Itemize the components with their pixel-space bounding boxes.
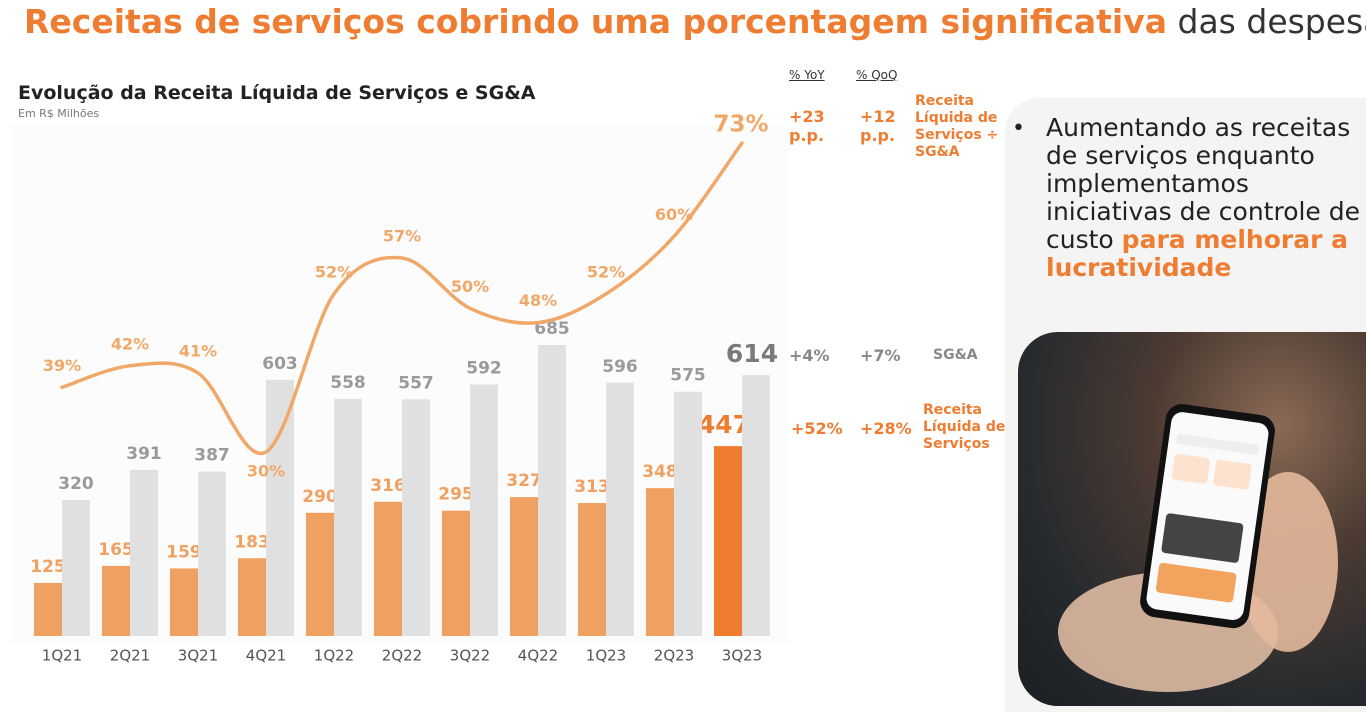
bar-label: 387 <box>194 446 230 466</box>
bar <box>510 497 538 636</box>
bar-label: 165 <box>98 540 134 560</box>
bar <box>334 398 362 636</box>
line-label: 30% <box>247 462 285 481</box>
x-tick-label: 1Q23 <box>586 647 626 665</box>
line-label: 41% <box>179 341 217 360</box>
photo-art <box>1058 404 1338 692</box>
bar <box>742 375 770 636</box>
title-rest: das despesas <box>1177 2 1366 41</box>
bar-label: 596 <box>602 357 638 377</box>
line-label: 57% <box>383 226 421 245</box>
bar-label: 327 <box>506 471 542 491</box>
line-label: 42% <box>111 334 149 353</box>
bar <box>714 446 742 636</box>
x-tick-label: 1Q22 <box>314 647 354 665</box>
bar-label: 447 <box>698 410 750 439</box>
bar-label: 685 <box>534 319 570 339</box>
x-tick-label: 4Q22 <box>518 647 558 665</box>
bar <box>266 379 294 636</box>
line-label: 60% <box>655 205 693 224</box>
bar-label: 614 <box>726 339 778 368</box>
table-cell: +52% <box>791 419 843 438</box>
line-label: 50% <box>451 277 489 296</box>
bar-label: 183 <box>234 532 270 552</box>
x-tick-label: 4Q21 <box>246 647 286 665</box>
series-name: Receita Líquida de Serviços <box>923 402 1006 452</box>
bar-label: 313 <box>574 477 610 497</box>
bar <box>198 471 226 636</box>
bar <box>102 565 130 636</box>
bullet-text: Aumentando as receitas de serviços enqua… <box>1046 114 1364 282</box>
series-name: Receita Líquida de Serviços ÷ SG&A <box>915 93 999 160</box>
title-highlight: Receitas de serviços cobrindo uma porcen… <box>24 2 1168 41</box>
bar-label: 295 <box>438 485 474 505</box>
bar <box>130 469 158 636</box>
bar-label: 557 <box>398 373 434 393</box>
bar <box>646 488 674 636</box>
bar <box>238 558 266 636</box>
x-tick-label: 3Q22 <box>450 647 490 665</box>
x-tick-label: 3Q21 <box>178 647 218 665</box>
chart-subtitle: Em R$ Milhões <box>18 107 100 120</box>
bar <box>470 384 498 636</box>
x-tick-label: 2Q21 <box>110 647 150 665</box>
table-cell: +7% <box>860 346 901 365</box>
bullet-body: Aumentando as receitas de serviços enqua… <box>1046 113 1361 254</box>
photo <box>1018 332 1366 706</box>
bar-label: 575 <box>670 366 706 386</box>
bar <box>34 582 62 636</box>
bullet-dot: • <box>1012 116 1025 141</box>
bar <box>674 391 702 636</box>
ratio-line <box>60 141 744 456</box>
line-label: 52% <box>587 262 625 281</box>
chart-title: Evolução da Receita Líquida de Serviços … <box>18 82 536 104</box>
line-label: 48% <box>519 291 557 310</box>
slide-title: Receitas de serviços cobrindo uma porcen… <box>24 2 1366 41</box>
table-header: % YoY <box>789 68 825 82</box>
bar <box>578 503 606 636</box>
bar-label: 603 <box>262 354 298 374</box>
bar <box>62 500 90 636</box>
x-tick-label: 2Q22 <box>382 647 422 665</box>
bar-label: 348 <box>642 462 678 482</box>
table-cell: +23 p.p. <box>789 107 825 145</box>
bar-label: 391 <box>126 444 162 464</box>
bar-label: 125 <box>30 557 66 577</box>
bar <box>374 501 402 636</box>
table-cell: +4% <box>789 346 830 365</box>
bar-label: 320 <box>58 474 94 494</box>
bullet-highlight: para melhorar a lucratividade <box>1046 225 1348 282</box>
line-label: 52% <box>315 262 353 281</box>
bar <box>538 345 566 636</box>
bar <box>606 382 634 636</box>
line-label: 39% <box>43 356 81 375</box>
bar <box>442 510 470 636</box>
line-label: 73% <box>713 112 768 138</box>
bar <box>306 512 334 636</box>
table-cell: +12 p.p. <box>860 107 896 145</box>
bar-label: 290 <box>302 487 338 507</box>
bar-label: 558 <box>330 373 366 393</box>
chart: 1Q21 2Q21 3Q21 4Q21 1Q22 2Q22 3Q22 4Q22 1Q23 2Q23… <box>30 111 779 665</box>
x-tick-label: 2Q23 <box>654 647 694 665</box>
x-tick-label: 1Q21 <box>42 647 82 665</box>
bar-label: 159 <box>166 542 202 562</box>
bar-label: 316 <box>370 476 406 496</box>
table-cell: +28% <box>860 419 912 438</box>
series-name: SG&A <box>933 347 978 363</box>
x-tick-label: 3Q23 <box>722 647 762 665</box>
table-header: % QoQ <box>856 68 898 82</box>
bar <box>170 568 198 636</box>
bar-label: 592 <box>466 359 502 379</box>
bar <box>402 399 430 636</box>
